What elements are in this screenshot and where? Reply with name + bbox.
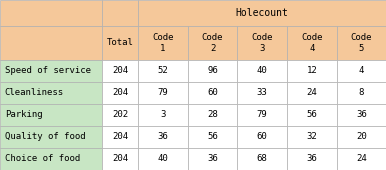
Text: 12: 12: [306, 66, 317, 75]
Text: Code
4: Code 4: [301, 33, 323, 53]
Bar: [102, 148, 138, 170]
Bar: [237, 82, 287, 104]
Text: 60: 60: [257, 132, 267, 141]
Text: 24: 24: [306, 88, 317, 97]
Text: 20: 20: [356, 132, 367, 141]
Bar: [138, 104, 188, 126]
Text: 60: 60: [207, 88, 218, 97]
Text: Parking: Parking: [5, 110, 42, 119]
Bar: [102, 59, 138, 82]
Bar: [188, 82, 237, 104]
Bar: [102, 104, 138, 126]
Text: 33: 33: [257, 88, 267, 97]
Bar: [0, 59, 102, 82]
Text: Choice of food: Choice of food: [5, 155, 80, 163]
Bar: [102, 126, 138, 148]
Text: Total: Total: [107, 38, 134, 47]
Text: 36: 36: [157, 132, 168, 141]
Text: 204: 204: [112, 155, 128, 163]
Text: 28: 28: [207, 110, 218, 119]
Text: 204: 204: [112, 132, 128, 141]
Bar: [138, 82, 188, 104]
Bar: [337, 126, 386, 148]
Text: Code
3: Code 3: [251, 33, 273, 53]
Bar: [0, 82, 102, 104]
Text: Quality of food: Quality of food: [5, 132, 85, 141]
Bar: [188, 104, 237, 126]
Text: Speed of service: Speed of service: [5, 66, 91, 75]
Text: 40: 40: [257, 66, 267, 75]
Bar: [138, 59, 188, 82]
Bar: [287, 104, 337, 126]
Text: 3: 3: [160, 110, 166, 119]
Text: 32: 32: [306, 132, 317, 141]
Text: 40: 40: [157, 155, 168, 163]
Bar: [0, 104, 102, 126]
Bar: [0, 26, 102, 60]
Bar: [337, 148, 386, 170]
Bar: [337, 82, 386, 104]
Bar: [337, 104, 386, 126]
Bar: [0, 0, 102, 26]
Bar: [188, 59, 237, 82]
Text: 79: 79: [257, 110, 267, 119]
Text: 204: 204: [112, 88, 128, 97]
Bar: [138, 0, 386, 26]
Bar: [102, 82, 138, 104]
Bar: [287, 82, 337, 104]
Bar: [138, 148, 188, 170]
Text: 36: 36: [207, 155, 218, 163]
Bar: [237, 148, 287, 170]
Bar: [337, 26, 386, 60]
Text: 24: 24: [356, 155, 367, 163]
Text: 68: 68: [257, 155, 267, 163]
Bar: [237, 104, 287, 126]
Bar: [188, 148, 237, 170]
Text: 202: 202: [112, 110, 128, 119]
Bar: [287, 26, 337, 60]
Text: 36: 36: [306, 155, 317, 163]
Text: Holecount: Holecount: [236, 8, 289, 18]
Text: Code
5: Code 5: [350, 33, 372, 53]
Bar: [287, 126, 337, 148]
Bar: [0, 126, 102, 148]
Bar: [188, 126, 237, 148]
Bar: [138, 26, 188, 60]
Bar: [287, 59, 337, 82]
Bar: [102, 26, 138, 60]
Text: 96: 96: [207, 66, 218, 75]
Bar: [0, 148, 102, 170]
Text: Cleanliness: Cleanliness: [5, 88, 64, 97]
Text: 52: 52: [157, 66, 168, 75]
Text: 204: 204: [112, 66, 128, 75]
Text: 8: 8: [359, 88, 364, 97]
Bar: [102, 0, 138, 26]
Text: 79: 79: [157, 88, 168, 97]
Bar: [188, 26, 237, 60]
Bar: [337, 59, 386, 82]
Text: 36: 36: [356, 110, 367, 119]
Text: 56: 56: [207, 132, 218, 141]
Bar: [237, 26, 287, 60]
Bar: [138, 126, 188, 148]
Text: Code
1: Code 1: [152, 33, 174, 53]
Bar: [237, 59, 287, 82]
Text: 4: 4: [359, 66, 364, 75]
Bar: [237, 126, 287, 148]
Text: Code
2: Code 2: [202, 33, 223, 53]
Bar: [287, 148, 337, 170]
Text: 56: 56: [306, 110, 317, 119]
